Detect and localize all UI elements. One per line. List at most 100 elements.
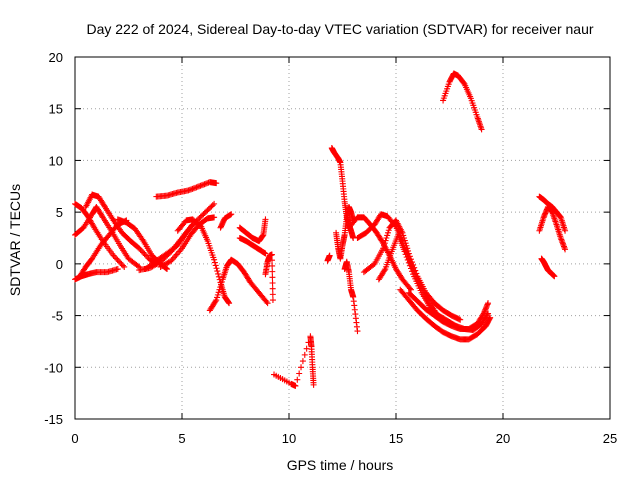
data-point xyxy=(204,207,211,214)
data-point xyxy=(201,209,208,216)
data-point xyxy=(406,253,413,260)
data-point xyxy=(401,235,408,241)
data-point xyxy=(404,245,411,252)
data-point xyxy=(479,311,486,318)
data-point xyxy=(380,245,387,252)
data-point xyxy=(121,263,128,270)
series-arc-17 xyxy=(271,333,317,389)
data-point xyxy=(412,267,419,274)
data-point xyxy=(189,221,196,228)
data-point xyxy=(407,265,414,272)
data-point xyxy=(110,252,117,259)
data-point xyxy=(405,259,412,266)
data-point xyxy=(114,266,121,273)
data-point xyxy=(212,262,219,269)
y-tick-label: 10 xyxy=(49,153,63,168)
data-point xyxy=(457,316,464,323)
data-point xyxy=(140,249,147,256)
data-point xyxy=(381,240,388,247)
data-point xyxy=(208,203,215,210)
x-axis-label: GPS time / hours xyxy=(287,457,394,473)
series-arc-31 xyxy=(538,255,558,280)
data-point xyxy=(264,300,271,307)
data-point xyxy=(310,381,317,388)
x-tick-label: 25 xyxy=(603,431,617,446)
data-point xyxy=(113,255,120,262)
data-point xyxy=(269,257,276,264)
data-point xyxy=(263,298,270,305)
data-point xyxy=(292,382,299,389)
data-point xyxy=(269,291,276,298)
data-point xyxy=(196,215,203,222)
data-point xyxy=(562,246,569,253)
data-point xyxy=(269,262,276,269)
data-point xyxy=(209,202,216,209)
data-point xyxy=(226,300,233,307)
chart-title: Day 222 of 2024, Sidereal Day-to-day VTE… xyxy=(86,21,593,37)
data-point xyxy=(406,262,413,269)
y-tick-label: 5 xyxy=(56,205,63,220)
data-point xyxy=(385,227,392,234)
data-point xyxy=(262,250,269,257)
data-point xyxy=(214,294,221,301)
series-arc-25 xyxy=(375,231,492,334)
data-point xyxy=(212,298,219,305)
series-arc-10 xyxy=(153,179,220,200)
data-point xyxy=(399,229,406,236)
data-point xyxy=(407,256,414,263)
series-arc-15 xyxy=(236,235,269,257)
data-point xyxy=(136,245,143,252)
data-point xyxy=(197,213,204,220)
data-point xyxy=(114,256,121,263)
x-tick-label: 20 xyxy=(496,431,510,446)
data-point xyxy=(269,285,276,292)
data-point xyxy=(299,358,306,365)
series-arc-8 xyxy=(142,221,196,273)
series-arc-14 xyxy=(236,216,269,245)
data-point xyxy=(228,211,235,218)
data-point xyxy=(215,270,222,277)
data-point xyxy=(137,246,144,253)
data-point xyxy=(134,262,141,269)
data-point xyxy=(213,297,220,304)
data-point xyxy=(111,254,118,261)
data-point xyxy=(269,274,276,281)
series-arc-26 xyxy=(397,286,494,343)
data-point xyxy=(164,266,171,273)
data-point xyxy=(403,254,410,261)
data-point xyxy=(213,180,220,187)
data-point xyxy=(401,248,408,255)
data-points xyxy=(72,70,569,389)
axis-ticks: 0 5 10 15 20 25 -15 -10 -5 0 5 10 15 20 xyxy=(44,50,617,446)
data-point xyxy=(485,300,492,307)
data-point xyxy=(384,232,391,239)
data-point xyxy=(215,273,222,280)
data-point xyxy=(382,237,389,244)
data-point xyxy=(294,376,301,383)
data-point xyxy=(380,242,387,249)
x-tick-label: 15 xyxy=(389,431,403,446)
data-point xyxy=(200,211,207,218)
data-point xyxy=(383,235,390,241)
data-point xyxy=(262,216,269,223)
data-point xyxy=(216,286,223,293)
y-axis-label: SDTVAR / TECUs xyxy=(7,184,23,296)
y-tick-label: -10 xyxy=(44,360,63,375)
x-tick-label: 10 xyxy=(282,431,296,446)
data-point xyxy=(144,253,151,260)
data-point xyxy=(269,279,276,286)
data-point xyxy=(404,256,411,263)
data-point xyxy=(478,126,485,133)
series-arc-28 xyxy=(440,70,485,133)
data-point xyxy=(407,286,414,293)
y-tick-label: 20 xyxy=(49,50,63,65)
data-point xyxy=(214,268,221,275)
data-point xyxy=(405,250,412,257)
data-point xyxy=(384,229,391,236)
data-point xyxy=(90,223,97,230)
data-point xyxy=(211,214,218,221)
series-arc-11 xyxy=(174,216,233,307)
data-point xyxy=(218,281,225,288)
data-point xyxy=(205,206,212,213)
